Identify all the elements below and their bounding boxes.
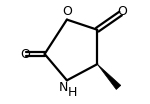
Text: N: N xyxy=(59,81,69,94)
Text: H: H xyxy=(67,86,77,99)
Text: O: O xyxy=(62,5,72,18)
Polygon shape xyxy=(97,64,121,89)
Text: O: O xyxy=(118,5,128,18)
Text: O: O xyxy=(20,48,30,61)
